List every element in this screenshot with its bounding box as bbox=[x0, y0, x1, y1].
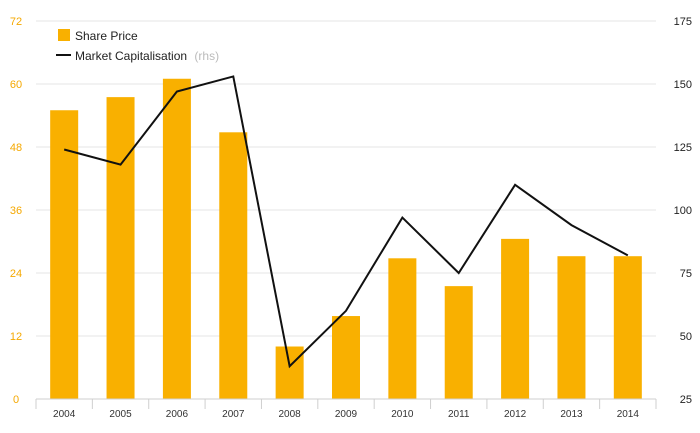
line-series-market-cap bbox=[63, 75, 629, 369]
bar-2005 bbox=[106, 97, 135, 399]
bar-series-share-price bbox=[50, 78, 642, 400]
x-tick-label: 2013 bbox=[560, 409, 583, 420]
bar-2010 bbox=[388, 258, 417, 399]
bar-2007 bbox=[219, 132, 248, 400]
y-left-tick-label: 36 bbox=[10, 205, 22, 217]
x-tick-label: 2006 bbox=[166, 409, 189, 420]
y-right-tick-label: 50 bbox=[680, 331, 692, 343]
bar-2012 bbox=[501, 238, 530, 399]
grid-lines bbox=[36, 20, 656, 337]
y-left-tick-label: 72 bbox=[10, 16, 22, 28]
y-right-tick-label: 25 bbox=[680, 394, 692, 406]
x-tick-label: 2014 bbox=[617, 409, 640, 420]
legend-swatch-share-price bbox=[58, 29, 70, 41]
bar-2006 bbox=[162, 78, 191, 399]
x-tick-label: 2007 bbox=[222, 409, 245, 420]
x-tick-label: 2004 bbox=[53, 409, 76, 420]
bar-2008 bbox=[275, 346, 304, 399]
y-left-tick-label: 48 bbox=[10, 142, 22, 154]
axes: 0 12 24 36 48 60 72 25 50 75 100 125 150 175 2004 2005 2… bbox=[10, 16, 692, 420]
legend-label-market-cap-suffix: (rhs) bbox=[194, 49, 219, 63]
legend-label-share-price: Share Price bbox=[75, 29, 138, 43]
x-tick-label: 2010 bbox=[391, 409, 414, 420]
legend-label-market-cap: Market Capitalisation (rhs) bbox=[75, 49, 219, 63]
bar-2011 bbox=[444, 286, 473, 399]
legend-label-market-cap-name: Market Capitalisation bbox=[75, 49, 187, 63]
bar-2013 bbox=[557, 256, 586, 399]
y-right-tick-label: 175 bbox=[674, 16, 692, 28]
x-tick-label: 2005 bbox=[109, 409, 132, 420]
y-left-tick-label: 0 bbox=[13, 394, 19, 406]
y-right-tick-label: 150 bbox=[674, 79, 692, 91]
x-tick-label: 2008 bbox=[279, 409, 302, 420]
y-right-tick-label: 125 bbox=[674, 142, 692, 154]
x-tick-label: 2011 bbox=[448, 409, 470, 420]
y-left-tick-label: 24 bbox=[10, 268, 22, 280]
bar-2009 bbox=[332, 316, 360, 399]
x-tick-label: 2009 bbox=[335, 409, 358, 420]
bar-2004 bbox=[50, 110, 79, 399]
legend: Share Price Market Capitalisation (rhs) bbox=[56, 29, 219, 63]
bar-2014 bbox=[613, 256, 642, 399]
x-tick-label: 2012 bbox=[504, 409, 527, 420]
y-left-tick-label: 60 bbox=[10, 79, 22, 91]
y-left-tick-label: 12 bbox=[10, 331, 22, 343]
y-right-tick-label: 75 bbox=[680, 268, 692, 280]
y-right-tick-label: 100 bbox=[674, 205, 692, 217]
